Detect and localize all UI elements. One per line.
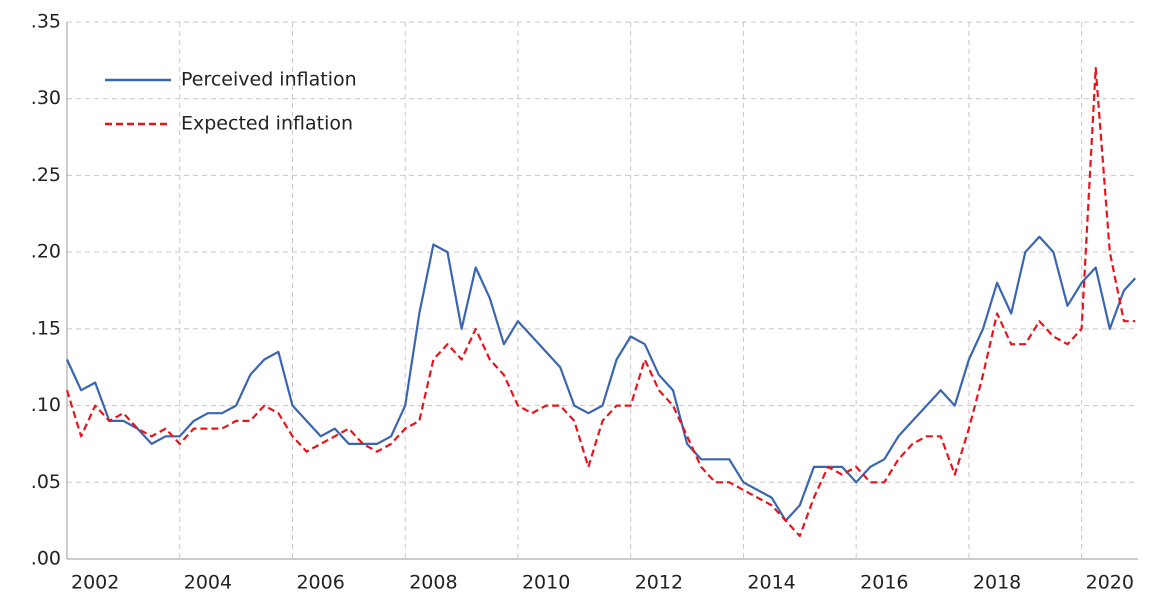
x-tick-label: 2016 [860, 572, 908, 594]
y-tick-label: .00 [31, 548, 61, 570]
y-tick-label: .10 [31, 394, 61, 416]
x-tick-label: 2008 [409, 572, 457, 594]
y-tick-label: .15 [31, 317, 61, 339]
x-tick-label: 2002 [71, 572, 119, 594]
x-tick-label: 2018 [973, 572, 1021, 594]
legend-label: Perceived inflation [181, 69, 357, 91]
series-line [66, 235, 1137, 522]
y-tick-label: .35 [31, 11, 61, 33]
x-tick-label: 2004 [184, 572, 232, 594]
x-tick-label: 2012 [635, 572, 683, 594]
y-tick-label: .05 [31, 471, 61, 493]
y-tick-label: .25 [31, 164, 61, 186]
y-tick-label: .30 [31, 87, 61, 109]
x-tick-label: 2014 [747, 572, 795, 594]
y-tick-label: .20 [31, 241, 61, 263]
x-tick-label: 2010 [522, 572, 570, 594]
legend-label: Expected inflation [181, 113, 353, 135]
series-line [65, 66, 1136, 538]
x-tick-label: 2006 [296, 572, 344, 594]
x-tick-label: 2020 [1086, 572, 1134, 594]
